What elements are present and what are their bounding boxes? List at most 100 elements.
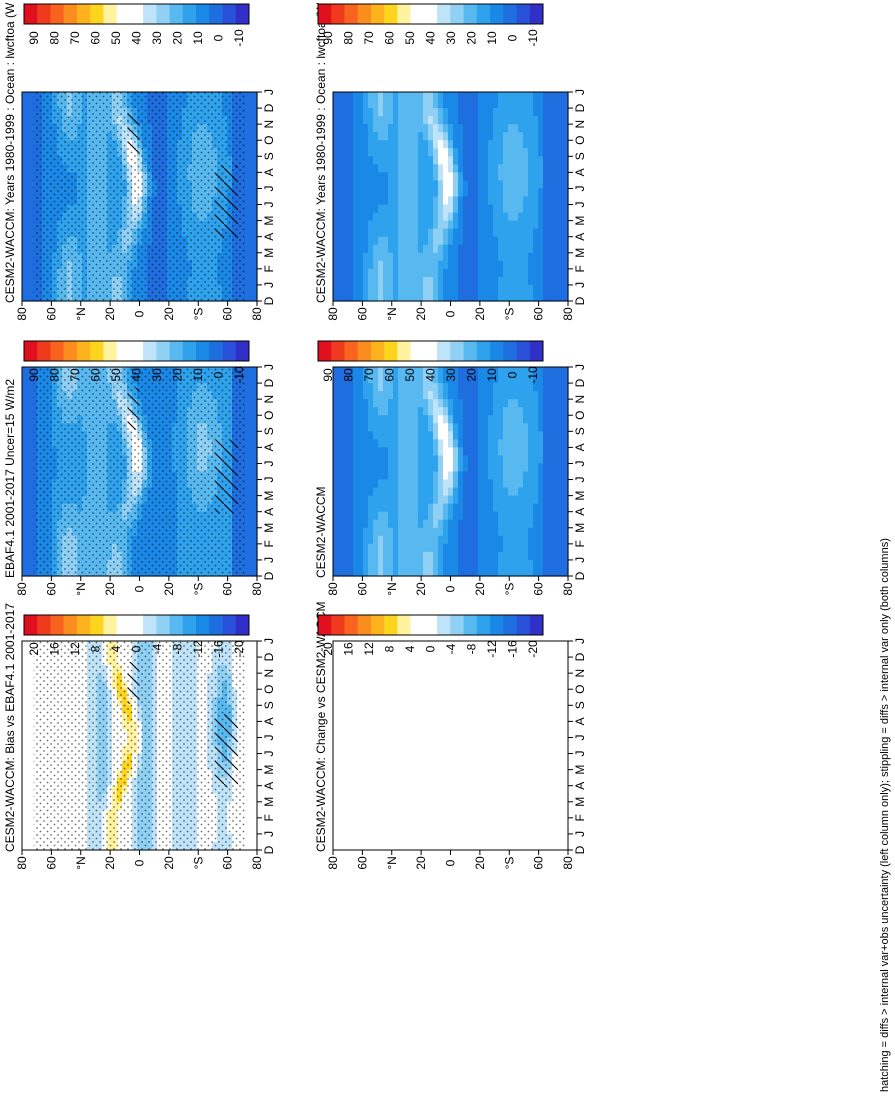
heat-cell <box>27 511 33 521</box>
heat-cell <box>498 116 504 125</box>
heat-cell <box>378 292 384 302</box>
heat-cell <box>543 148 549 157</box>
heat-cell <box>498 100 504 109</box>
heat-cell <box>508 511 514 521</box>
heat-cell <box>348 260 354 270</box>
heat-cell <box>383 100 389 109</box>
heat-cell <box>358 399 364 408</box>
heat-cell <box>458 503 464 513</box>
heat-cell <box>533 399 539 408</box>
heat-cell <box>448 228 454 238</box>
heat-cell <box>363 244 369 254</box>
heat-cell <box>408 367 414 376</box>
heat-cell <box>22 439 28 448</box>
heat-cell <box>473 495 479 505</box>
heat-cell <box>333 503 339 513</box>
heat-cell <box>408 124 414 133</box>
heat-cell <box>403 487 409 497</box>
heat-cell <box>543 244 549 254</box>
heat-cell <box>453 383 459 392</box>
heat-cell <box>418 292 424 302</box>
heat-cell <box>398 367 404 376</box>
heat-cell <box>348 463 354 473</box>
heat-cell <box>353 276 359 286</box>
heat-cell <box>403 391 409 400</box>
heat-cell <box>523 252 529 262</box>
heat-cell <box>563 132 569 141</box>
heat-cell <box>473 148 479 157</box>
heat-cell <box>473 447 479 457</box>
heat-cell <box>503 527 509 537</box>
heat-cell <box>403 252 409 262</box>
heat-cell <box>523 535 529 545</box>
heat-cell <box>533 455 539 465</box>
heat-cell <box>27 260 33 270</box>
heat-cell <box>398 511 404 521</box>
heat-cell <box>553 164 559 173</box>
heat-cell <box>403 559 409 569</box>
heat-cell <box>383 180 389 190</box>
heat-cell <box>398 487 404 497</box>
heat-cell <box>363 423 369 432</box>
heat-cell <box>453 276 459 286</box>
heat-cell <box>413 172 419 182</box>
heat-cell <box>418 220 424 230</box>
heat-cell <box>22 172 28 182</box>
heat-cell <box>353 567 359 577</box>
colorbar-label: 40 <box>424 31 438 45</box>
heat-cell <box>348 212 354 222</box>
heat-cell <box>468 519 474 529</box>
heat-cell <box>448 100 454 109</box>
heat-cell <box>458 108 464 117</box>
heat-cell <box>388 276 394 286</box>
lat-tick-label: 60 <box>221 307 235 321</box>
heat-cell <box>428 391 434 400</box>
heat-cell <box>433 407 439 416</box>
heat-cell <box>538 463 544 473</box>
heat-cell <box>348 375 354 384</box>
heat-cell <box>378 164 384 173</box>
colorbar-label: 70 <box>362 31 376 45</box>
heat-cell <box>393 108 399 117</box>
heat-cell <box>498 463 504 473</box>
heat-cell <box>553 148 559 157</box>
heat-cell <box>553 276 559 286</box>
heat-cell <box>508 204 514 214</box>
heat-cell <box>423 220 429 230</box>
heat-cell <box>27 527 33 537</box>
heat-cell <box>338 268 344 278</box>
heat-cell <box>543 212 549 222</box>
heat-cell <box>373 407 379 416</box>
heat-cell <box>438 407 444 416</box>
heat-cell <box>483 511 489 521</box>
heat-cell <box>383 535 389 545</box>
heat-cell <box>473 252 479 262</box>
heat-cell <box>538 276 544 286</box>
heat-cell <box>353 455 359 465</box>
heat-cell <box>553 292 559 302</box>
heat-cell <box>363 399 369 408</box>
heat-cell <box>252 463 258 473</box>
heat-cell <box>428 455 434 465</box>
heat-cell <box>252 511 258 521</box>
heat-cell <box>373 204 379 214</box>
heat-cell <box>528 559 534 569</box>
heat-cell <box>488 415 494 424</box>
heat-cell <box>338 220 344 230</box>
heat-cell <box>478 92 484 101</box>
heat-cell <box>388 284 394 294</box>
heat-cell <box>378 431 384 440</box>
heat-cell <box>393 407 399 416</box>
heat-cell <box>388 535 394 545</box>
heat-cell <box>463 156 469 165</box>
heat-cell <box>533 244 539 254</box>
heat-cell <box>408 252 414 262</box>
heat-cell <box>428 212 434 222</box>
heat-cell <box>252 567 258 577</box>
heat-cell <box>443 543 449 553</box>
heat-cell <box>403 439 409 448</box>
heat-cell <box>368 455 374 465</box>
heat-cell <box>518 463 524 473</box>
heat-cell <box>27 244 33 254</box>
heat-cell <box>473 244 479 254</box>
